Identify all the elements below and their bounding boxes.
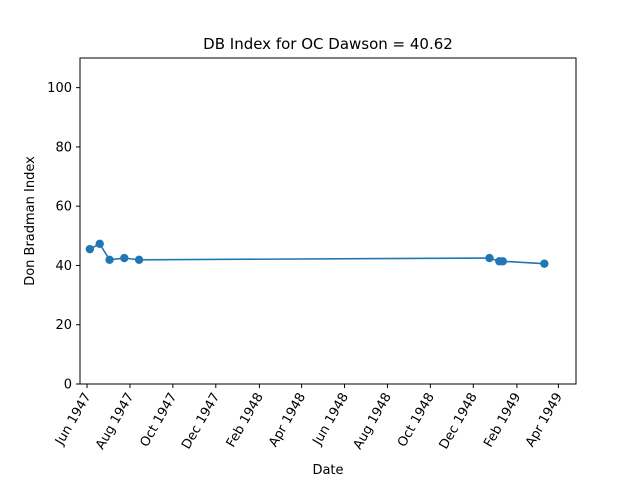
y-tick-label: 60: [55, 200, 72, 215]
data-point: [134, 255, 144, 265]
y-axis-label: Don Bradman Index: [23, 156, 38, 286]
data-point: [85, 244, 95, 254]
y-axis: 0 20 40 60 80 100: [47, 81, 80, 393]
y-tick-label: 80: [55, 140, 72, 155]
series-layer: [85, 239, 549, 268]
chart-title: DB Index for OC Dawson = 40.62: [203, 35, 453, 53]
plot-area: [79, 57, 577, 385]
y-tick-label: 40: [55, 259, 72, 274]
x-axis-label: Date: [312, 463, 343, 478]
data-point: [105, 255, 114, 265]
y-tick-label: 20: [55, 318, 72, 333]
y-tick-label: 0: [64, 378, 72, 393]
data-point: [498, 257, 508, 266]
y-tick-label: 100: [47, 81, 72, 96]
data-point: [95, 239, 104, 249]
data-point: [540, 259, 549, 268]
data-point: [120, 253, 129, 263]
axes-frame: [79, 57, 577, 385]
data-point: [485, 253, 494, 263]
